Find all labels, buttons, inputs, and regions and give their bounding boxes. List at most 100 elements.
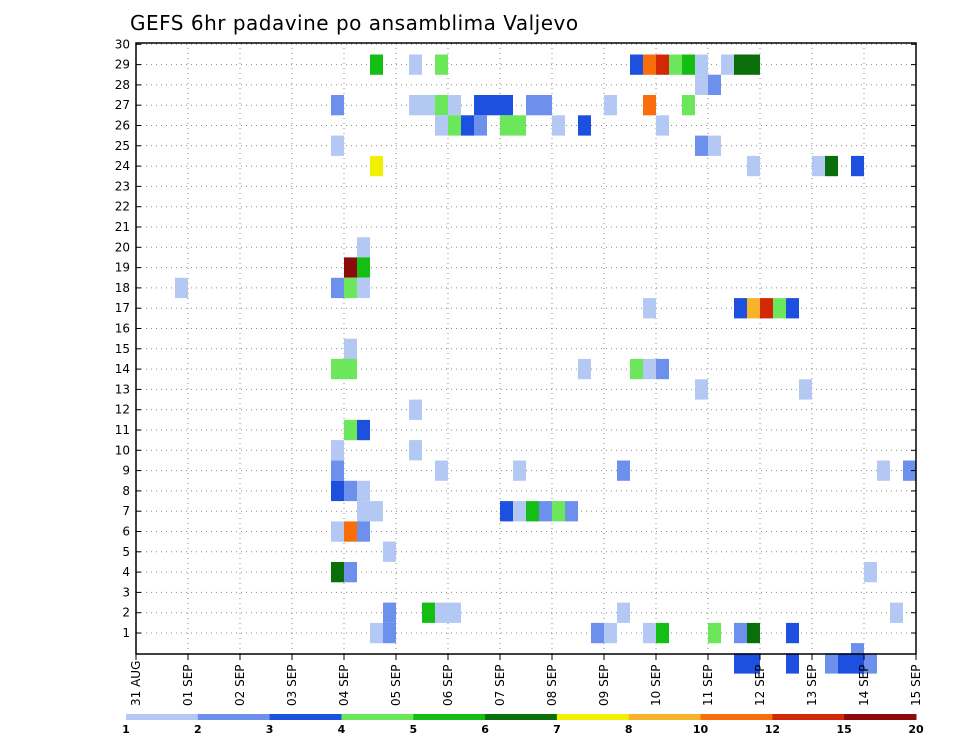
colorbar-swatch [485, 714, 558, 720]
colorbar-swatch [126, 714, 199, 720]
data-cell [604, 95, 617, 116]
chart-title: GEFS 6hr padavine po ansamblima Valjevo [130, 11, 579, 35]
data-cell [643, 298, 656, 319]
colorbar-label: 1 [122, 723, 130, 736]
data-cell [357, 419, 370, 441]
data-cell [357, 480, 370, 502]
y-tick-label: 9 [122, 464, 130, 478]
colorbar: 1 2 3 4 5 6 7 8 10 12 15 20 [122, 714, 924, 736]
y-axis-ticks: 1234567891011121314151617181920212223242… [115, 37, 916, 640]
data-cell [864, 562, 877, 583]
data-cell [344, 480, 357, 502]
data-cell [617, 602, 630, 623]
colorbar-swatch [556, 714, 630, 720]
x-tick-label: 13 SEP [805, 664, 819, 706]
data-cell [539, 95, 552, 116]
colorbar-label: 12 [765, 723, 780, 736]
data-cell [357, 277, 370, 299]
colorbar-swatch [628, 714, 701, 720]
data-cell [331, 562, 344, 583]
y-tick-label: 29 [115, 58, 130, 72]
data-cell [331, 95, 344, 116]
data-cell [344, 521, 357, 542]
colorbar-label: 10 [693, 723, 709, 736]
y-tick-label: 15 [115, 342, 130, 356]
y-tick-label: 1 [122, 626, 130, 640]
colorbar-swatch [700, 714, 773, 720]
data-cell [409, 95, 422, 116]
data-cell [734, 298, 747, 319]
colorbar-label: 3 [266, 723, 274, 736]
y-tick-label: 19 [115, 261, 130, 275]
y-tick-label: 30 [115, 37, 130, 51]
data-cell [630, 358, 643, 380]
data-cell [526, 95, 539, 116]
data-cell [370, 155, 383, 177]
y-tick-label: 14 [115, 362, 130, 376]
data-cell [578, 115, 591, 136]
x-tick-label: 06 SEP [441, 664, 455, 706]
data-cell [773, 298, 786, 319]
data-cell [903, 460, 916, 481]
data-cell [383, 622, 396, 644]
data-cell [565, 501, 578, 522]
data-cell [474, 115, 487, 136]
data-cell [708, 622, 721, 644]
data-cells [175, 54, 916, 674]
data-cell [656, 115, 669, 136]
x-tick-label: 04 SEP [337, 664, 351, 706]
y-tick-label: 8 [122, 484, 130, 498]
data-cell [409, 54, 422, 75]
data-cell [175, 277, 188, 299]
colorbar-label: 8 [625, 723, 633, 736]
data-cell [877, 460, 890, 481]
x-tick-label: 02 SEP [233, 664, 247, 706]
data-cell [513, 115, 526, 136]
y-tick-label: 24 [115, 159, 130, 173]
data-cell [643, 358, 656, 380]
data-cell [825, 653, 838, 674]
x-axis-ticks: 31 AUG 01 SEP 02 SEP 03 SEP 04 SEP 05 SEP 06 S… [129, 654, 923, 706]
data-cell [890, 602, 903, 623]
x-tick-label: 14 SEP [857, 664, 871, 706]
data-cell [435, 460, 448, 481]
data-cell [448, 602, 461, 623]
data-cell [643, 95, 656, 116]
data-cell [799, 379, 812, 400]
colorbar-label: 5 [409, 723, 417, 736]
x-tick-label: 31 AUG [129, 661, 143, 706]
data-cell [500, 115, 513, 136]
y-tick-label: 28 [115, 78, 130, 92]
data-cell [344, 419, 357, 441]
data-cell [513, 460, 526, 481]
y-tick-label: 12 [115, 403, 130, 417]
data-cell [435, 95, 448, 116]
x-tick-label: 15 SEP [909, 664, 923, 706]
data-cell [747, 155, 760, 177]
data-cell [500, 501, 513, 522]
y-tick-label: 4 [122, 565, 130, 579]
data-cell [695, 135, 708, 156]
y-tick-label: 10 [115, 443, 130, 457]
data-cell [604, 622, 617, 644]
y-tick-label: 21 [115, 220, 130, 234]
data-cell [461, 115, 474, 136]
data-cell [500, 95, 513, 116]
data-cell [812, 155, 825, 177]
data-cell [747, 298, 760, 319]
data-cell [734, 54, 747, 75]
data-cell [682, 54, 695, 75]
y-tick-label: 13 [115, 382, 130, 396]
x-tick-label: 07 SEP [493, 664, 507, 706]
data-cell [552, 501, 565, 522]
data-cell [331, 460, 344, 481]
data-cell [825, 155, 838, 177]
colorbar-swatch [844, 714, 917, 720]
y-tick-label: 7 [122, 504, 130, 518]
data-cell [331, 480, 344, 502]
data-cell [838, 653, 851, 674]
colorbar-label: 2 [194, 723, 202, 736]
data-cell [695, 54, 708, 75]
data-cell [864, 653, 877, 674]
